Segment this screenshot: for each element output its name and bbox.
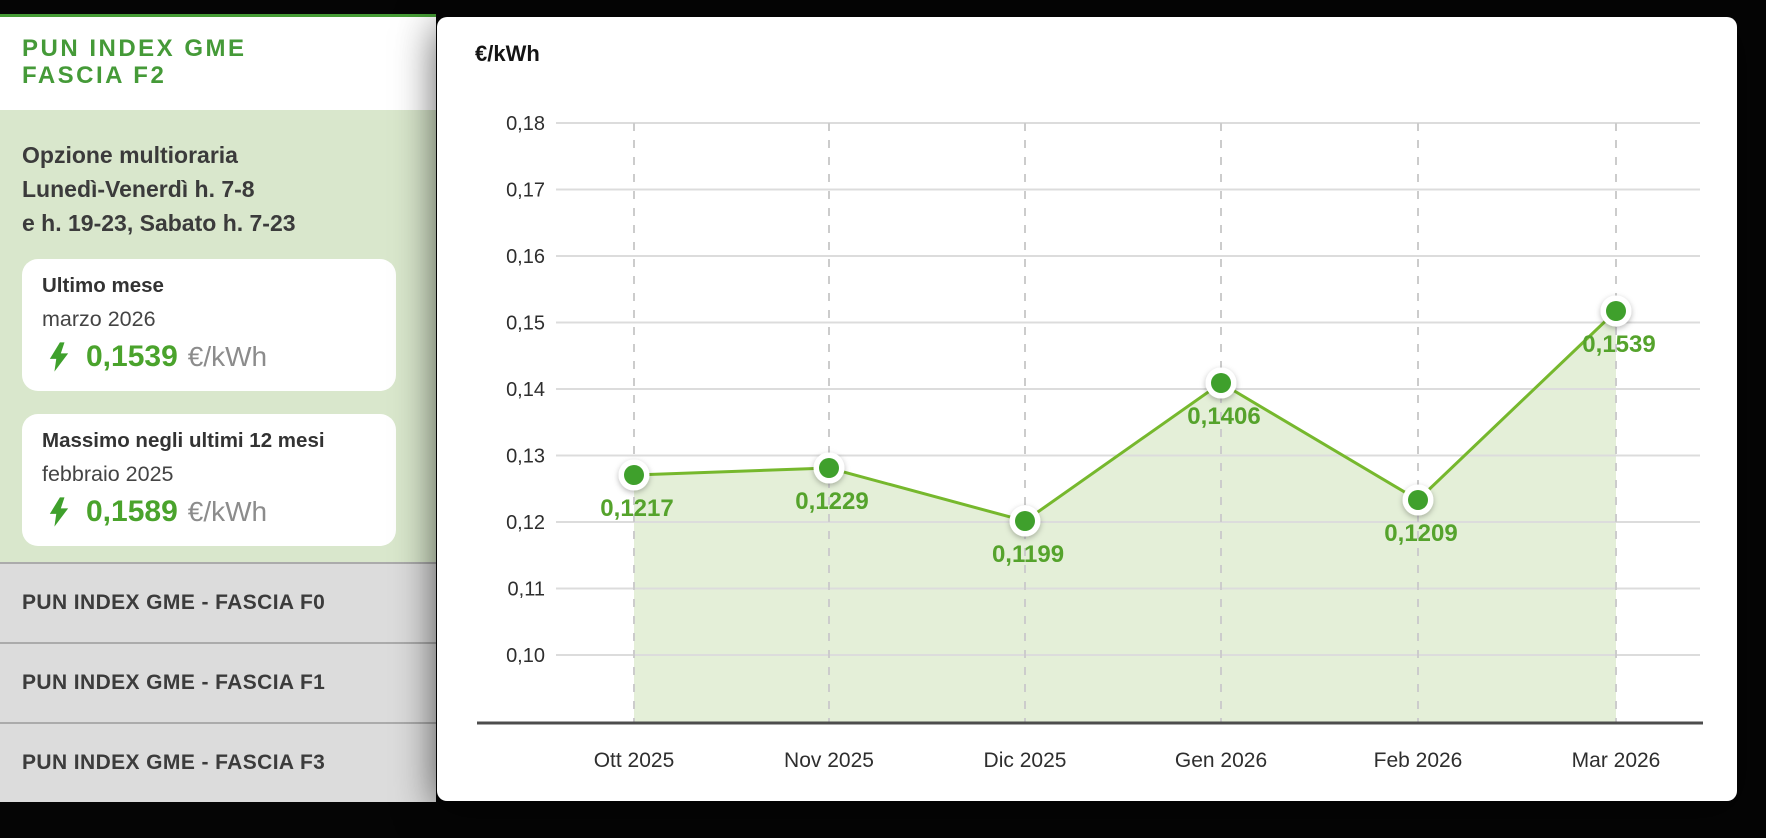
price-line-chart: 0,18 0,17 0,16 0,15 0,14 0,13 0,12 0,11 0,10 0,12… [477,113,1703,772]
data-point [1015,511,1035,531]
tab-fascia-f3-label: PUN INDEX GME - FASCIA F3 [22,751,326,774]
y-tick-label: 0,18 [506,113,545,135]
last-month-card-value-row: 0,1539 €/kWh [42,340,376,374]
data-point-value-label: 0,1406 [1187,403,1260,430]
tariff-description-line1: Opzione multioraria [22,142,238,168]
y-tick-label: 0,10 [506,645,545,667]
tariff-description: Opzione multioraria Lunedì-Venerdì h. 7-… [0,110,436,240]
tab-fascia-f0[interactable]: PUN INDEX GME - FASCIA F0 [0,562,436,642]
data-point-value-label: 0,1199 [992,541,1064,568]
tariff-description-line3: e h. 19-23, Sabato h. 7-23 [22,210,296,236]
x-tick-label: Ott 2025 [594,749,675,772]
y-tick-label: 0,16 [506,246,545,268]
lightning-bolt-icon [49,497,69,527]
last-month-card: Ultimo mese marzo 2026 0,1539 €/kWh [22,259,396,391]
x-tick-label: Gen 2026 [1175,749,1267,772]
last-month-price-unit: €/kWh [187,341,268,372]
data-point-value-label: 0,1217 [600,495,673,522]
chart-card: €/kWh 0,18 0,17 0,16 0,15 0,14 0,13 0,12 0,11 0,… [437,17,1737,801]
max-12-months-card-value-row: 0,1589 €/kWh [42,495,376,529]
series-area-fill [634,311,1616,723]
x-tick-label: Feb 2026 [1374,749,1463,772]
tab-fascia-f0-label: PUN INDEX GME - FASCIA F0 [22,591,326,614]
y-tick-label: 0,12 [506,512,545,534]
tab-fascia-f3[interactable]: PUN INDEX GME - FASCIA F3 [0,722,436,802]
data-point-value-label: 0,1209 [1384,520,1457,547]
y-tick-label: 0,13 [506,446,545,468]
y-tick-label: 0,15 [506,313,545,335]
sidebar-title-line1: PUN INDEX GME [22,35,247,62]
data-point [1408,490,1428,510]
data-point [1211,373,1231,393]
sidebar-title-line2: FASCIA F2 [22,62,167,89]
lightning-bolt-icon [49,342,69,372]
sidebar-title: PUN INDEX GME FASCIA F2 [0,17,436,110]
series-line [633,309,1618,523]
x-tick-label: Mar 2026 [1572,749,1661,772]
last-month-card-title: Ultimo mese [42,274,164,297]
chart-unit-label: €/kWh [475,41,540,66]
x-tick-label: Dic 2025 [984,749,1067,772]
data-point [819,458,839,478]
last-month-card-month: marzo 2026 [42,307,156,331]
max-12-months-card-title: Massimo negli ultimi 12 mesi [42,429,325,452]
tab-fascia-f1[interactable]: PUN INDEX GME - FASCIA F1 [0,642,436,722]
last-month-price: 0,1539 [86,340,178,373]
max-12-months-price: 0,1589 [86,495,178,528]
data-point [1606,301,1626,321]
y-tick-label: 0,17 [506,180,545,202]
sidebar-description-panel: Opzione multioraria Lunedì-Venerdì h. 7-… [0,110,436,562]
x-tick-label: Nov 2025 [784,749,874,772]
y-tick-label: 0,14 [506,379,545,401]
sidebar: PUN INDEX GME FASCIA F2 Opzione multiora… [0,14,436,802]
tab-fascia-f1-label: PUN INDEX GME - FASCIA F1 [22,671,326,694]
max-12-months-card: Massimo negli ultimi 12 mesi febbraio 20… [22,414,396,546]
max-12-months-card-month: febbraio 2025 [42,462,174,486]
data-point [624,465,644,485]
tariff-description-line2: Lunedì-Venerdì h. 7-8 [22,176,255,202]
data-point-value-label: 0,1539 [1582,331,1655,358]
data-point-value-label: 0,1229 [795,488,868,515]
max-12-months-price-unit: €/kWh [187,496,268,527]
y-tick-label: 0,11 [508,579,545,601]
